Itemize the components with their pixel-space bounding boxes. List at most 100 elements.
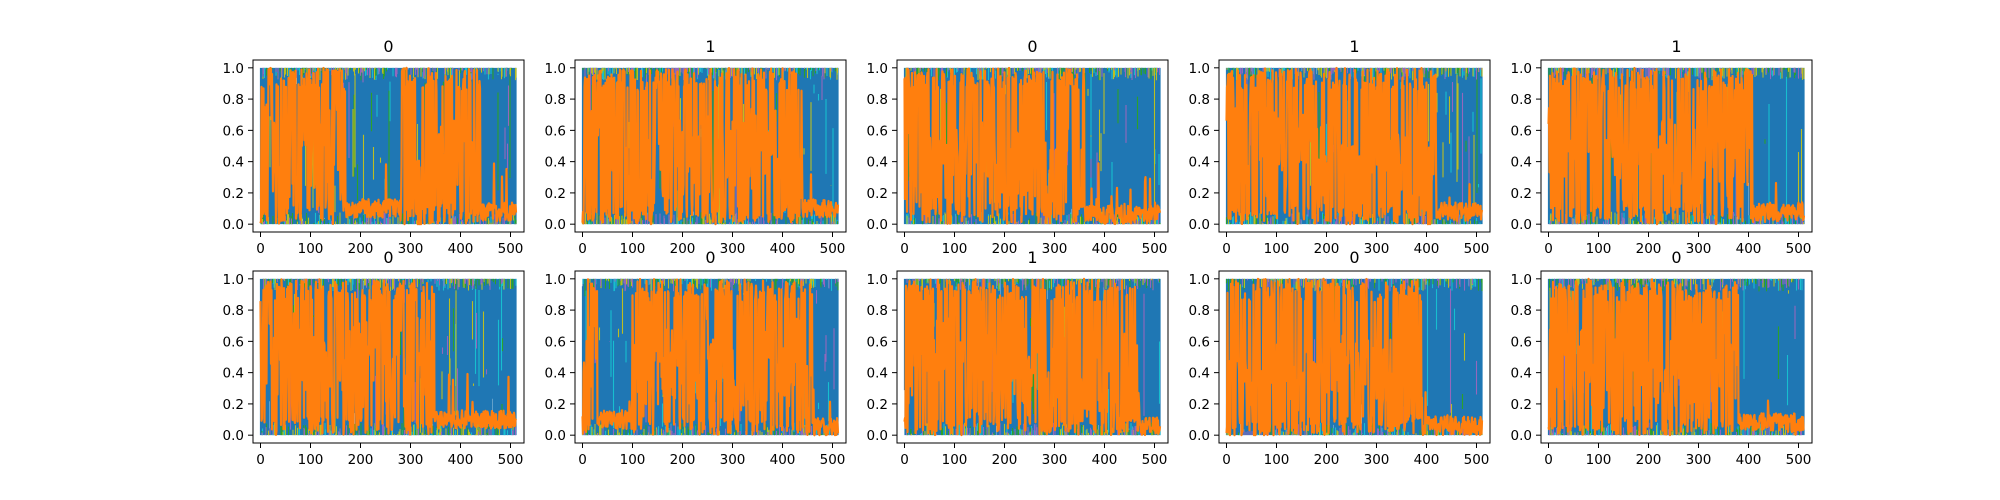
- y-tick-label: 0.6: [1189, 334, 1210, 350]
- x-tick-label: 400: [1736, 452, 1762, 468]
- subplot-title: 1: [705, 37, 715, 56]
- y-tick-label: 0.4: [867, 366, 888, 382]
- x-tick-label: 500: [1464, 452, 1490, 468]
- y-tick-label: 0.0: [1511, 217, 1532, 233]
- y-tick-label: 0.0: [1511, 428, 1532, 444]
- x-tick-label: 200: [1314, 241, 1340, 257]
- y-tick-label: 0.4: [223, 155, 244, 171]
- subplot-title: 1: [1671, 37, 1681, 56]
- x-tick-label: 200: [348, 452, 374, 468]
- x-tick-label: 0: [900, 241, 909, 257]
- plot-area: [903, 66, 1162, 226]
- y-tick-label: 0.2: [223, 397, 244, 413]
- axes-frame: [1540, 270, 1813, 444]
- subplot-7: 0 100 200 300 400 500 0.0 0.2 0.4 0.6 0.8 1.0 1: [867, 248, 1169, 468]
- subplot-9: 0 100 200 300 400 500 0.0 0.2 0.4 0.6 0.8 1.0 0: [1511, 248, 1813, 468]
- x-tick-label: 0: [1222, 241, 1231, 257]
- x-tick-label: 100: [298, 241, 324, 257]
- x-tick-label: 400: [1092, 452, 1118, 468]
- series-highlight: [903, 277, 1162, 437]
- x-tick-label: 400: [448, 452, 474, 468]
- series-highlight: [1225, 277, 1484, 437]
- x-tick-label: 500: [1786, 241, 1812, 257]
- y-tick-label: 0.6: [1511, 334, 1532, 350]
- subplot-title: 0: [1349, 248, 1359, 267]
- x-tick-label: 100: [620, 452, 646, 468]
- y-tick-label: 0.8: [1511, 303, 1532, 319]
- y-tick-label: 0.2: [867, 397, 888, 413]
- y-tick-label: 0.0: [223, 217, 244, 233]
- x-tick-label: 400: [770, 241, 796, 257]
- y-tick-label: 0.4: [545, 366, 566, 382]
- series-highlight: [259, 66, 518, 226]
- x-tick-label: 500: [820, 452, 846, 468]
- y-tick-label: 1.0: [1511, 272, 1532, 288]
- y-tick-label: 0.4: [223, 366, 244, 382]
- plot-area: [259, 278, 517, 436]
- x-tick-label: 100: [1586, 452, 1612, 468]
- y-tick-label: 0.8: [1189, 303, 1210, 319]
- plot-area: [903, 277, 1162, 437]
- y-tick-label: 1.0: [867, 272, 888, 288]
- series-highlight: [259, 278, 517, 436]
- x-tick-label: 500: [498, 452, 524, 468]
- y-tick-label: 0.8: [545, 92, 566, 108]
- y-tick-label: 0.4: [1511, 366, 1532, 382]
- y-tick-label: 0.2: [223, 186, 244, 202]
- x-tick-label: 500: [1142, 241, 1168, 257]
- y-tick-label: 0.2: [1189, 397, 1210, 413]
- x-tick-label: 100: [298, 452, 324, 468]
- x-tick-label: 0: [256, 452, 265, 468]
- x-tick-label: 0: [256, 241, 265, 257]
- x-tick-label: 300: [1686, 452, 1712, 468]
- x-tick-label: 300: [398, 241, 424, 257]
- y-tick-label: 0.6: [1189, 123, 1210, 139]
- y-tick-label: 0.6: [545, 123, 566, 139]
- y-tick-label: 0.4: [545, 155, 566, 171]
- x-tick-label: 300: [1042, 452, 1068, 468]
- subplot-title: 0: [383, 248, 393, 267]
- x-tick-label: 500: [1786, 452, 1812, 468]
- x-tick-label: 200: [992, 241, 1018, 257]
- y-tick-label: 0.2: [545, 397, 566, 413]
- y-tick-label: 0.8: [867, 92, 888, 108]
- subplot-4: 0 100 200 300 400 500 0.0 0.2 0.4 0.6 0.8 1.0 1: [1511, 37, 1813, 257]
- subplot-2: 0 100 200 300 400 500 0.0 0.2 0.4 0.6 0.8 1.0 0: [867, 37, 1169, 257]
- axes-frame: [1218, 270, 1491, 444]
- series-highlight: [1547, 277, 1805, 437]
- subplot-title: 0: [1027, 37, 1037, 56]
- x-tick-label: 200: [992, 452, 1018, 468]
- x-tick-label: 100: [620, 241, 646, 257]
- y-tick-label: 0.8: [545, 303, 566, 319]
- subplot-0: 0 100 200 300 400 500 0.0 0.2 0.4 0.6 0.8 1.0 0: [223, 37, 525, 257]
- x-tick-label: 300: [398, 452, 424, 468]
- plot-area: [581, 277, 840, 437]
- y-tick-label: 0.6: [867, 334, 888, 350]
- y-tick-label: 1.0: [545, 272, 566, 288]
- axes-frame: [896, 270, 1169, 444]
- plot-area: [581, 66, 840, 226]
- y-tick-label: 0.6: [545, 334, 566, 350]
- x-tick-label: 300: [1364, 452, 1390, 468]
- y-tick-label: 1.0: [545, 61, 566, 77]
- subplot-title: 0: [705, 248, 715, 267]
- y-tick-label: 0.6: [223, 123, 244, 139]
- axes-frame: [252, 59, 525, 233]
- x-tick-label: 500: [1464, 241, 1490, 257]
- y-tick-label: 0.8: [223, 303, 244, 319]
- x-tick-label: 100: [942, 452, 968, 468]
- subplot-title: 1: [1349, 37, 1359, 56]
- x-tick-label: 400: [1414, 452, 1440, 468]
- y-tick-label: 0.2: [1189, 186, 1210, 202]
- axes-frame: [574, 59, 847, 233]
- plot-area: [1547, 277, 1805, 437]
- y-tick-label: 0.4: [867, 155, 888, 171]
- y-tick-label: 0.8: [1189, 92, 1210, 108]
- x-tick-label: 400: [448, 241, 474, 257]
- x-tick-label: 200: [1636, 452, 1662, 468]
- y-tick-label: 0.2: [545, 186, 566, 202]
- x-tick-label: 400: [1414, 241, 1440, 257]
- subplot-title: 1: [1027, 248, 1037, 267]
- axes-frame: [252, 270, 525, 444]
- plot-area: [1547, 66, 1806, 226]
